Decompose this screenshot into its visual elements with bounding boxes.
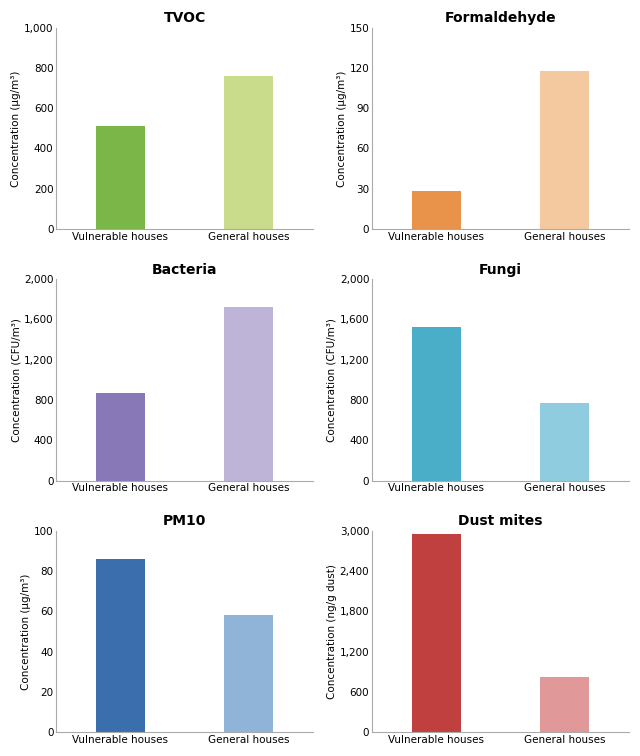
Bar: [225, 308, 273, 481]
Bar: [225, 615, 273, 732]
Title: TVOC: TVOC: [164, 11, 206, 25]
Title: PM10: PM10: [163, 514, 206, 528]
Title: Bacteria: Bacteria: [152, 262, 218, 277]
Y-axis label: Concentration (ng/g dust): Concentration (ng/g dust): [327, 564, 337, 699]
Bar: [540, 70, 589, 229]
Y-axis label: Concentration (μg/m³): Concentration (μg/m³): [12, 70, 21, 187]
Y-axis label: Concentration (μg/m³): Concentration (μg/m³): [337, 70, 347, 187]
Title: Dust mites: Dust mites: [458, 514, 543, 528]
Title: Fungi: Fungi: [479, 262, 522, 277]
Title: Formaldehyde: Formaldehyde: [445, 11, 556, 25]
Y-axis label: Concentration (μg/m³): Concentration (μg/m³): [21, 573, 31, 689]
Bar: [540, 403, 589, 481]
Bar: [540, 677, 589, 732]
Y-axis label: Concentration (CFU/m³): Concentration (CFU/m³): [11, 318, 21, 442]
Y-axis label: Concentration (CFU/m³): Concentration (CFU/m³): [327, 318, 337, 442]
Bar: [96, 126, 145, 229]
Bar: [96, 393, 145, 481]
Bar: [96, 559, 145, 732]
Bar: [225, 76, 273, 229]
Bar: [412, 191, 461, 229]
Bar: [412, 327, 461, 481]
Bar: [412, 534, 461, 732]
